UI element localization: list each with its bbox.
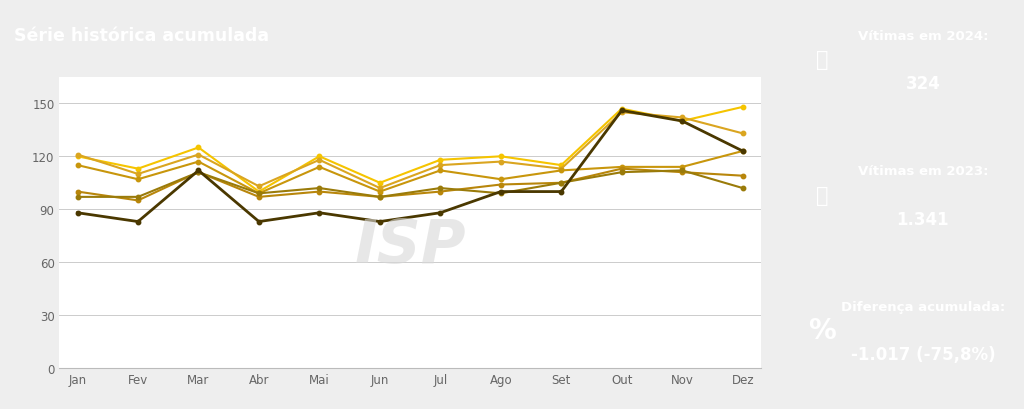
Text: 🚗: 🚗 [816, 50, 828, 70]
Text: Diferença acumulada:: Diferença acumulada: [841, 300, 1006, 313]
Text: 1.341: 1.341 [897, 210, 949, 228]
Text: 324: 324 [905, 75, 940, 93]
Text: Vítimas em 2023:: Vítimas em 2023: [858, 165, 988, 178]
Text: 🚗: 🚗 [816, 185, 828, 205]
Text: %: % [809, 316, 837, 344]
Text: ISP: ISP [354, 217, 466, 276]
Text: -1.017 (-75,8%): -1.017 (-75,8%) [851, 345, 995, 363]
Text: Vítimas em 2024:: Vítimas em 2024: [858, 30, 988, 43]
Text: Série histórica acumulada: Série histórica acumulada [14, 27, 269, 45]
